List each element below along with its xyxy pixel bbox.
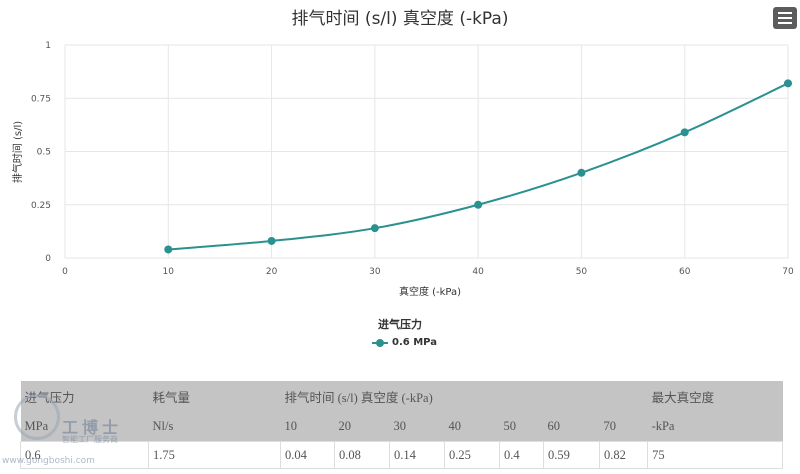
table-header-cell: Nl/s [148, 411, 281, 442]
table-header-cell: 耗气量 [148, 381, 281, 411]
spec-table: 进气压力 耗气量 排气时间 (s/l) 真空度 (-kPa) 最大真空度 MPa… [20, 381, 784, 469]
menu-icon-bar [778, 17, 792, 19]
table-cell: 0.4 [499, 441, 544, 469]
table-cell: 1.75 [148, 441, 281, 469]
table-header-cell: -kPa [647, 411, 783, 442]
x-tick-label: 10 [163, 267, 175, 277]
table-header-cell: 50 [499, 411, 544, 442]
table-cell: 0.59 [543, 441, 600, 469]
table-header-cell: 排气时间 (s/l) 真空度 (-kPa) [280, 381, 648, 411]
grid-lines [64, 44, 789, 259]
x-tick-label: 70 [782, 267, 794, 277]
table-header-row: 进气压力 耗气量 排气时间 (s/l) 真空度 (-kPa) 最大真空度 [20, 381, 783, 411]
y-tick-label: 0 [45, 254, 51, 264]
legend-line-marker-icon [372, 338, 388, 348]
table-header-cell: 最大真空度 [647, 381, 783, 411]
data-point [784, 79, 792, 88]
legend-item[interactable]: 0.6 MPa [372, 337, 437, 348]
x-tick-label: 0 [62, 267, 68, 277]
data-point [267, 236, 276, 245]
table-header-cell: 60 [543, 411, 600, 442]
table-cell: 0.14 [389, 441, 445, 469]
table-header-cell: 进气压力 [20, 381, 149, 411]
data-point [164, 245, 173, 254]
table-subheader-row: MPa Nl/s 10 20 30 40 50 60 70 -kPa [20, 411, 783, 442]
table-cell: 0.25 [444, 441, 500, 469]
menu-icon-bar [778, 12, 792, 14]
table-header-cell: 30 [389, 411, 445, 442]
table-header-cell: 20 [334, 411, 390, 442]
data-point [370, 224, 379, 233]
table-cell: 75 [647, 441, 784, 469]
table-header-cell: MPa [20, 411, 149, 442]
y-axis-title: 排气时间 (s/l) [11, 121, 24, 183]
chart-title: 排气时间 (s/l) 真空度 (-kPa) [291, 9, 509, 29]
y-tick-label: 0.25 [31, 201, 51, 211]
x-tick-label: 50 [576, 267, 588, 277]
y-tick-label: 0.5 [37, 148, 51, 158]
menu-icon-bar [778, 22, 792, 24]
data-point [577, 168, 586, 177]
table-cell: 0.08 [334, 441, 390, 469]
chart-menu-button[interactable] [773, 7, 797, 29]
table-header-cell: 10 [280, 411, 335, 442]
table-row: 0.6 1.75 0.04 0.08 0.14 0.25 0.4 0.59 0.… [20, 441, 784, 469]
y-tick-label: 1 [45, 41, 51, 51]
table-cell: 0.82 [598, 441, 649, 469]
table-header-cell: 70 [599, 411, 648, 442]
table-cell: 0.6 [20, 441, 149, 469]
x-tick-label: 60 [679, 267, 691, 277]
series-group [164, 79, 792, 254]
data-point [680, 128, 689, 137]
x-tick-label: 40 [472, 267, 484, 277]
table-header-cell: 40 [444, 411, 500, 442]
table-cell: 0.04 [280, 441, 335, 469]
x-tick-label: 20 [266, 267, 278, 277]
data-point [474, 200, 483, 209]
x-tick-label: 30 [369, 267, 381, 277]
x-axis-title: 真空度 (-kPa) [399, 285, 461, 298]
y-tick-label: 0.75 [31, 94, 51, 104]
legend-label: 0.6 MPa [392, 337, 437, 348]
legend-title: 进气压力 [378, 318, 422, 331]
